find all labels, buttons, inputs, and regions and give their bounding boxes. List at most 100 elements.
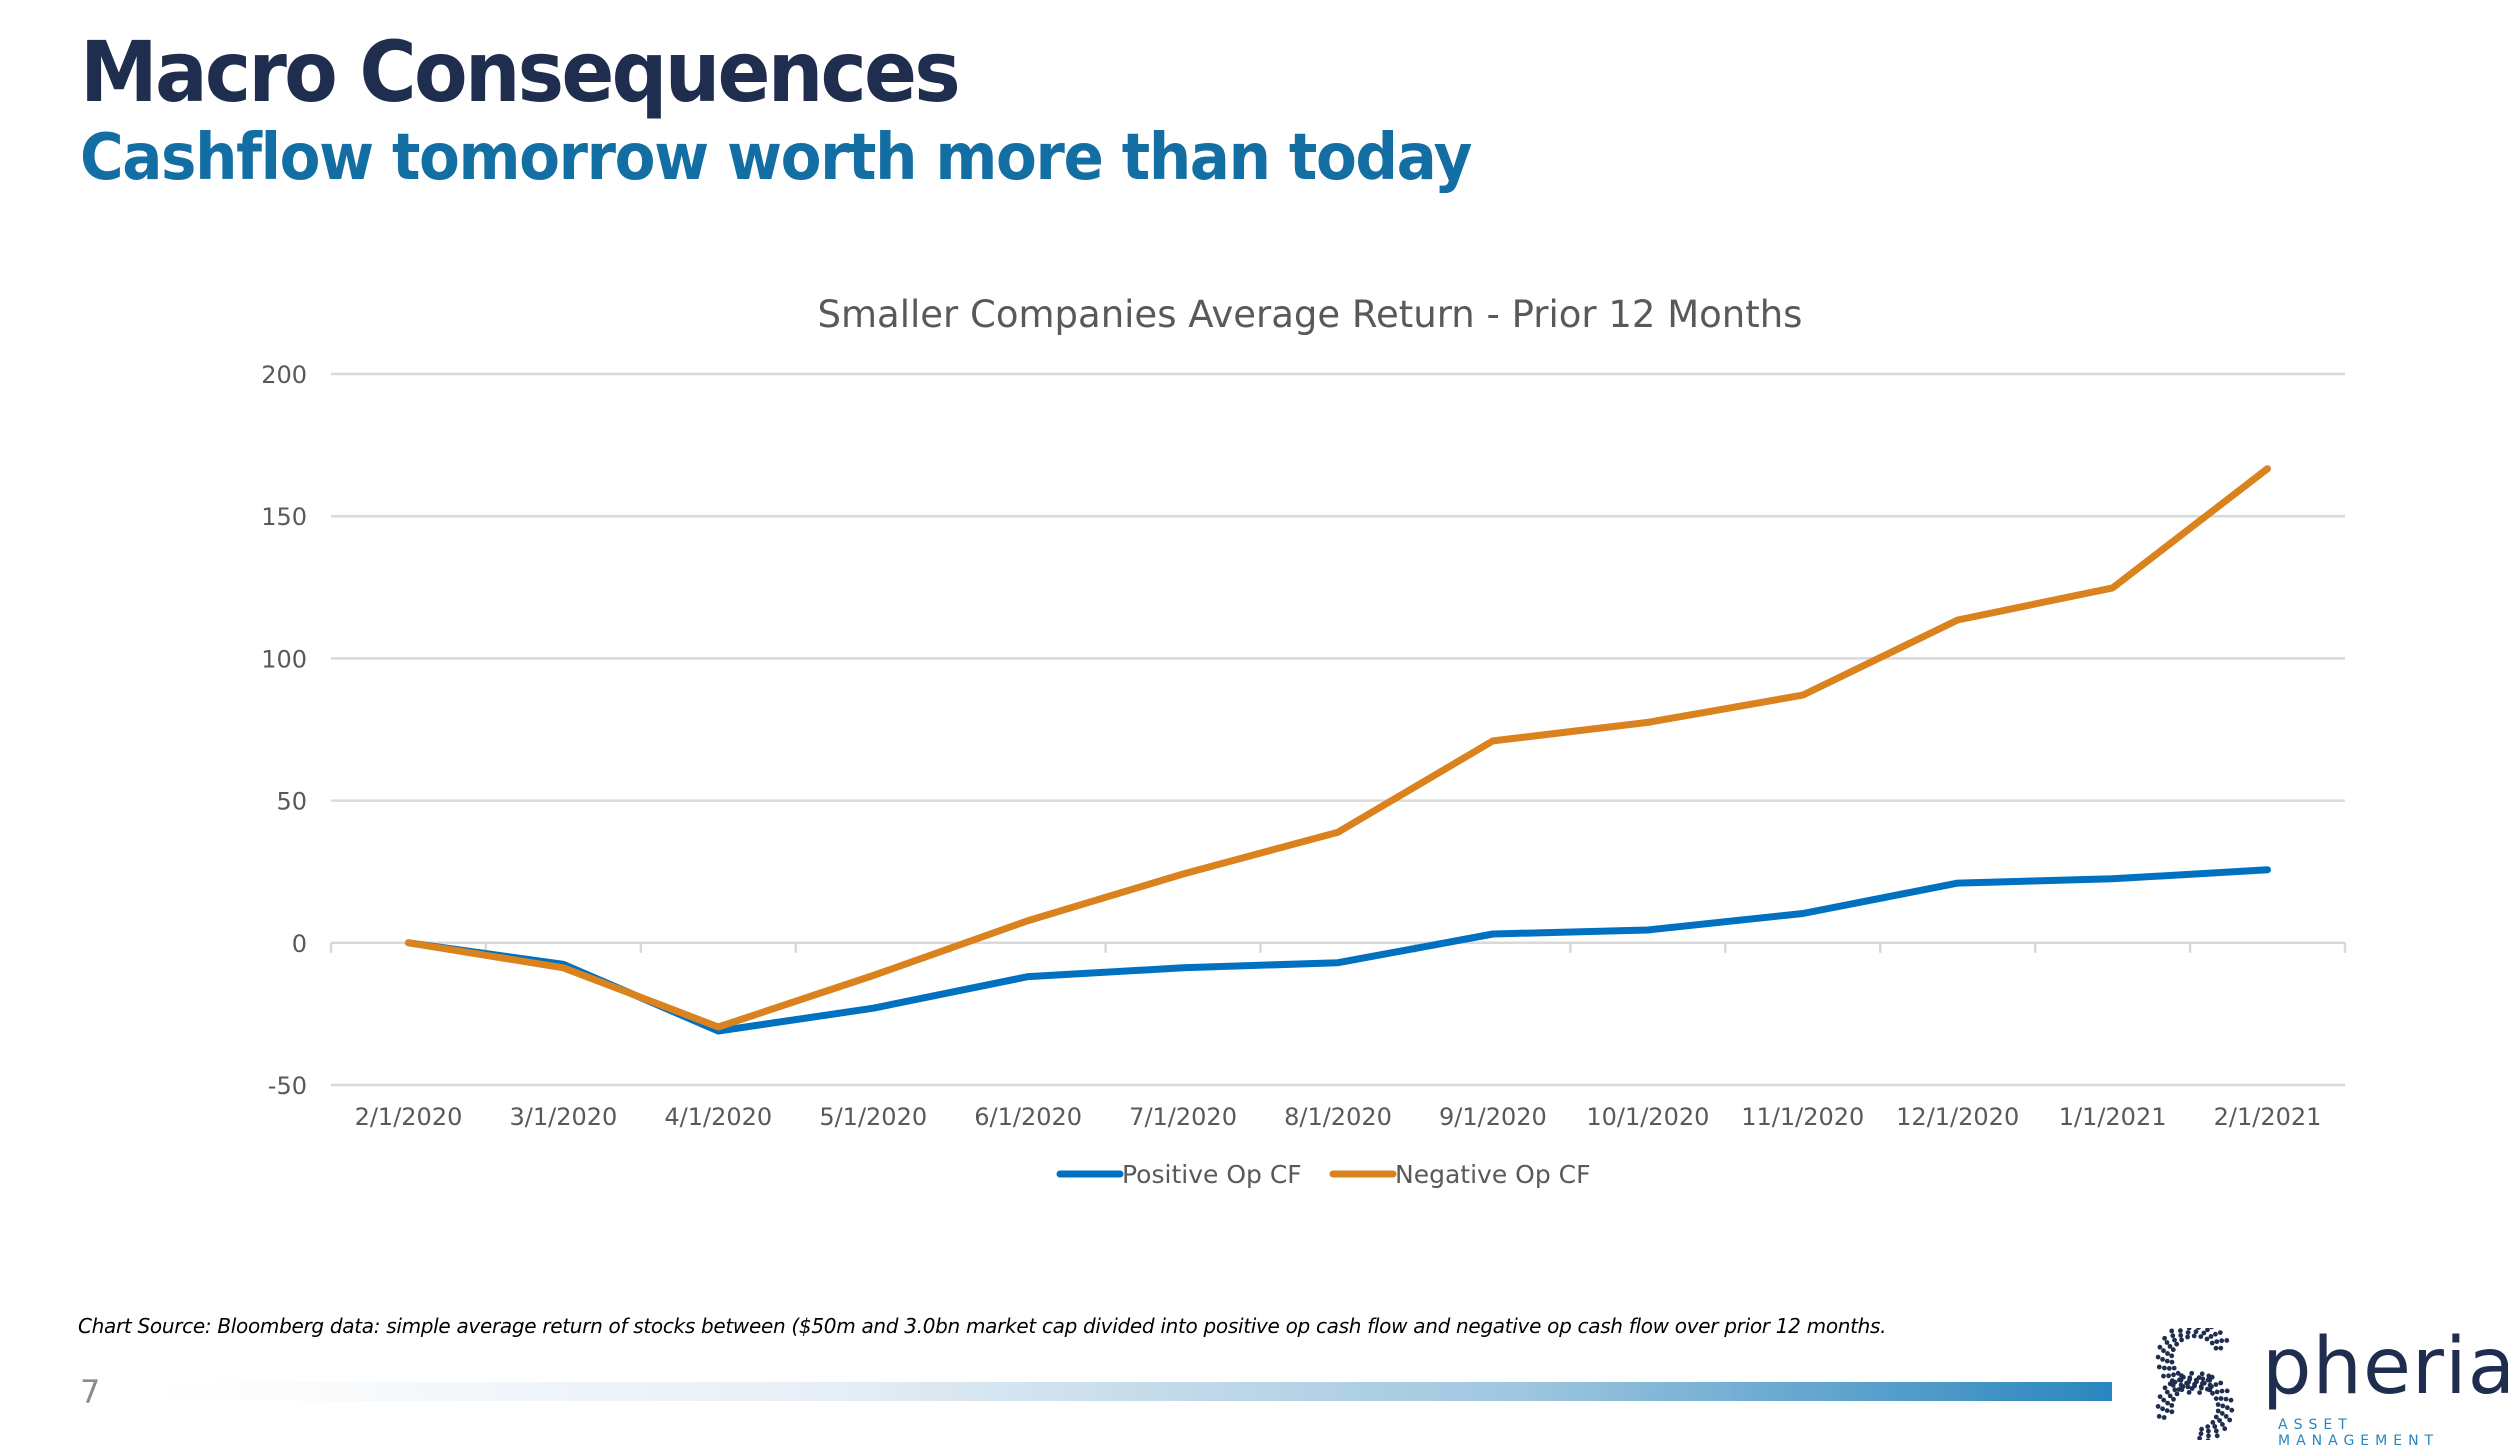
logo-dot [2192,1334,2197,1339]
logo-dot [2214,1429,2219,1434]
logo-dot [2209,1328,2214,1329]
legend-label: Positive Op CF [1122,1160,1302,1189]
logo-dot [2202,1381,2207,1386]
logo-dot [2186,1330,2191,1335]
logo-dot [2172,1366,2177,1371]
logo-dot [2200,1371,2205,1376]
x-tick-label: 1/1/2021 [2059,1103,2167,1131]
logo-dot [2172,1387,2177,1392]
footer-gradient-bar [150,1382,2112,1401]
y-tick-label: 200 [261,361,307,389]
logo-dot [2167,1366,2172,1371]
logo-dot [2168,1344,2173,1349]
y-tick-label: 150 [261,503,307,531]
logo-dot [2225,1389,2230,1394]
logo-dot [2158,1394,2163,1399]
x-tick-label: 10/1/2020 [1586,1103,1709,1131]
logo-dot [2214,1382,2219,1387]
x-tick-label: 5/1/2020 [819,1103,927,1131]
logo-dot [2169,1353,2174,1358]
logo-dot [2206,1433,2211,1438]
x-tick-label: 9/1/2020 [1439,1103,1547,1131]
logo-dot [2179,1373,2184,1378]
logo-dot [2178,1328,2183,1333]
logo-dot [2215,1390,2220,1395]
logo-dot [2169,1329,2174,1334]
x-tick-label: 11/1/2020 [1741,1103,1864,1131]
logo-dot [2192,1384,2197,1389]
logo-dot [2218,1381,2223,1386]
chart-title: Smaller Companies Average Return - Prior… [818,293,1803,336]
logo-dot [2197,1390,2202,1395]
logo-dot [2206,1438,2211,1440]
logo-dot [2179,1378,2184,1383]
logo-dot [2218,1330,2223,1335]
logo-dot [2218,1346,2223,1351]
logo-dot [2169,1403,2174,1408]
logo-dot [2158,1345,2163,1350]
logo-dot [2186,1385,2191,1390]
logo-dot [2209,1334,2214,1339]
logo-dot [2214,1396,2219,1401]
logo-dot [2161,1348,2166,1353]
logo-dot [2160,1357,2165,1362]
logo-dot [2162,1336,2167,1341]
logo-dot [2194,1379,2199,1384]
logo-dot [2186,1380,2191,1385]
logo-dot [2160,1406,2165,1411]
logo-dot [2224,1338,2229,1343]
logo-dot [2178,1333,2183,1338]
logo-dot [2214,1346,2219,1351]
logo-dot [2185,1335,2190,1340]
logo-dot [2210,1420,2215,1425]
logo-dot [2220,1404,2225,1409]
logo-dot [2224,1397,2229,1402]
logo-dot [2227,1418,2232,1423]
logo-dot [2189,1371,2194,1376]
logo-dot [2194,1329,2199,1334]
logo-dot [2170,1409,2175,1414]
logo-dot [2187,1375,2192,1380]
gridlines [331,374,2345,1085]
x-tick-label: 4/1/2020 [664,1103,772,1131]
y-tick-label: -50 [268,1072,307,1100]
logo-dot [2205,1387,2210,1392]
logo-dot [2214,1415,2219,1420]
logo-dot [2163,1385,2168,1390]
logo-dot [2205,1424,2210,1429]
logo-dot [2202,1331,2207,1336]
y-tick-label: 50 [276,788,307,816]
logo-dot [2205,1337,2210,1342]
x-tick-label: 6/1/2020 [974,1103,1082,1131]
logo-dot [2229,1408,2234,1413]
logo-dot [2206,1378,2211,1383]
logo-dot [2161,1374,2166,1379]
logo-dot [2220,1411,2225,1416]
logo-dot [2197,1375,2202,1380]
logo-dot [2165,1359,2170,1364]
logo-dot [2187,1390,2192,1395]
logo-dot [2171,1372,2176,1377]
x-tick-label: 7/1/2020 [1129,1103,1237,1131]
logo-dot [2220,1389,2225,1394]
logo-dot [2214,1339,2219,1344]
logo-dot [2206,1429,2211,1434]
spheria-logo: pheria ASSET MANAGEMENT [2140,1328,2500,1440]
logo-dot [2157,1414,2162,1419]
logo-dot [2225,1405,2230,1410]
logo-dot [2179,1383,2184,1388]
logo-dot [2165,1401,2170,1406]
chart-source-note: Chart Source: Bloomberg data: simple ave… [78,1314,1886,1338]
logo-dot [2213,1332,2218,1337]
logo-dot [2161,1398,2166,1403]
logo-tagline: ASSET MANAGEMENT [2278,1417,2500,1449]
logo-dot [2220,1422,2225,1427]
logo-dot [2210,1341,2215,1346]
x-tick-label: 2/1/2021 [2214,1103,2322,1131]
logo-dot [2216,1402,2221,1407]
logo-dot [2171,1383,2176,1388]
logo-dot [2217,1418,2222,1423]
logo-dot [2162,1415,2167,1420]
